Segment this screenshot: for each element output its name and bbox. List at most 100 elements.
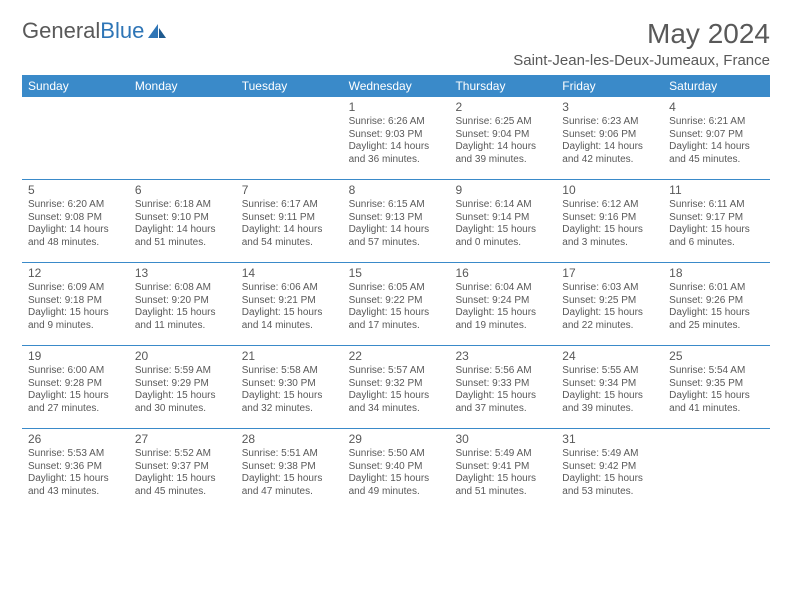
sunrise-line: Sunrise: 5:49 AM	[455, 448, 550, 461]
sunset-line: Sunset: 9:20 PM	[135, 295, 230, 308]
calendar: SundayMondayTuesdayWednesdayThursdayFrid…	[22, 75, 770, 511]
daylight-line: Daylight: 15 hours and 39 minutes.	[562, 390, 657, 415]
day-cell: 14Sunrise: 6:06 AMSunset: 9:21 PMDayligh…	[236, 263, 343, 345]
daylight-line: Daylight: 14 hours and 48 minutes.	[28, 224, 123, 249]
day-number: 30	[455, 432, 550, 447]
sunset-line: Sunset: 9:18 PM	[28, 295, 123, 308]
week-row: 26Sunrise: 5:53 AMSunset: 9:36 PMDayligh…	[22, 429, 770, 511]
sunset-line: Sunset: 9:22 PM	[349, 295, 444, 308]
day-cell: 17Sunrise: 6:03 AMSunset: 9:25 PMDayligh…	[556, 263, 663, 345]
day-header-cell: Monday	[129, 75, 236, 97]
sunrise-line: Sunrise: 6:20 AM	[28, 199, 123, 212]
sunrise-line: Sunrise: 6:14 AM	[455, 199, 550, 212]
sunrise-line: Sunrise: 5:55 AM	[562, 365, 657, 378]
day-number: 8	[349, 183, 444, 198]
day-cell: 20Sunrise: 5:59 AMSunset: 9:29 PMDayligh…	[129, 346, 236, 428]
day-number: 9	[455, 183, 550, 198]
daylight-line: Daylight: 15 hours and 43 minutes.	[28, 473, 123, 498]
day-cell: 24Sunrise: 5:55 AMSunset: 9:34 PMDayligh…	[556, 346, 663, 428]
daylight-line: Daylight: 14 hours and 36 minutes.	[349, 141, 444, 166]
day-cell: 27Sunrise: 5:52 AMSunset: 9:37 PMDayligh…	[129, 429, 236, 511]
day-cell	[236, 97, 343, 179]
daylight-line: Daylight: 15 hours and 19 minutes.	[455, 307, 550, 332]
sunset-line: Sunset: 9:36 PM	[28, 461, 123, 474]
daylight-line: Daylight: 15 hours and 3 minutes.	[562, 224, 657, 249]
sunset-line: Sunset: 9:04 PM	[455, 129, 550, 142]
sunrise-line: Sunrise: 6:11 AM	[669, 199, 764, 212]
daylight-line: Daylight: 15 hours and 9 minutes.	[28, 307, 123, 332]
week-row: 19Sunrise: 6:00 AMSunset: 9:28 PMDayligh…	[22, 346, 770, 429]
day-number: 2	[455, 100, 550, 115]
day-header-cell: Sunday	[22, 75, 129, 97]
daylight-line: Daylight: 15 hours and 25 minutes.	[669, 307, 764, 332]
daylight-line: Daylight: 15 hours and 51 minutes.	[455, 473, 550, 498]
day-cell: 26Sunrise: 5:53 AMSunset: 9:36 PMDayligh…	[22, 429, 129, 511]
title-block: May 2024 Saint-Jean-les-Deux-Jumeaux, Fr…	[513, 18, 770, 69]
sunset-line: Sunset: 9:17 PM	[669, 212, 764, 225]
sunset-line: Sunset: 9:42 PM	[562, 461, 657, 474]
daylight-line: Daylight: 15 hours and 17 minutes.	[349, 307, 444, 332]
sunset-line: Sunset: 9:08 PM	[28, 212, 123, 225]
day-cell: 23Sunrise: 5:56 AMSunset: 9:33 PMDayligh…	[449, 346, 556, 428]
day-cell: 28Sunrise: 5:51 AMSunset: 9:38 PMDayligh…	[236, 429, 343, 511]
day-number: 3	[562, 100, 657, 115]
daylight-line: Daylight: 15 hours and 37 minutes.	[455, 390, 550, 415]
day-cell: 25Sunrise: 5:54 AMSunset: 9:35 PMDayligh…	[663, 346, 770, 428]
day-cell: 6Sunrise: 6:18 AMSunset: 9:10 PMDaylight…	[129, 180, 236, 262]
daylight-line: Daylight: 15 hours and 27 minutes.	[28, 390, 123, 415]
sunset-line: Sunset: 9:26 PM	[669, 295, 764, 308]
day-cell: 16Sunrise: 6:04 AMSunset: 9:24 PMDayligh…	[449, 263, 556, 345]
day-cell: 30Sunrise: 5:49 AMSunset: 9:41 PMDayligh…	[449, 429, 556, 511]
day-number: 19	[28, 349, 123, 364]
daylight-line: Daylight: 15 hours and 22 minutes.	[562, 307, 657, 332]
sunrise-line: Sunrise: 6:01 AM	[669, 282, 764, 295]
sunset-line: Sunset: 9:28 PM	[28, 378, 123, 391]
day-cell: 3Sunrise: 6:23 AMSunset: 9:06 PMDaylight…	[556, 97, 663, 179]
day-cell: 5Sunrise: 6:20 AMSunset: 9:08 PMDaylight…	[22, 180, 129, 262]
sunrise-line: Sunrise: 5:51 AM	[242, 448, 337, 461]
sunset-line: Sunset: 9:41 PM	[455, 461, 550, 474]
day-cell	[663, 429, 770, 511]
day-header-cell: Wednesday	[343, 75, 450, 97]
sunset-line: Sunset: 9:25 PM	[562, 295, 657, 308]
day-cell: 11Sunrise: 6:11 AMSunset: 9:17 PMDayligh…	[663, 180, 770, 262]
sunrise-line: Sunrise: 5:56 AM	[455, 365, 550, 378]
sunrise-line: Sunrise: 5:54 AM	[669, 365, 764, 378]
logo: GeneralBlue	[22, 18, 168, 44]
daylight-line: Daylight: 14 hours and 45 minutes.	[669, 141, 764, 166]
sunrise-line: Sunrise: 6:12 AM	[562, 199, 657, 212]
day-number: 24	[562, 349, 657, 364]
day-cell: 8Sunrise: 6:15 AMSunset: 9:13 PMDaylight…	[343, 180, 450, 262]
sunrise-line: Sunrise: 6:00 AM	[28, 365, 123, 378]
sunset-line: Sunset: 9:21 PM	[242, 295, 337, 308]
sunset-line: Sunset: 9:40 PM	[349, 461, 444, 474]
sunrise-line: Sunrise: 6:06 AM	[242, 282, 337, 295]
sunset-line: Sunset: 9:13 PM	[349, 212, 444, 225]
day-cell: 1Sunrise: 6:26 AMSunset: 9:03 PMDaylight…	[343, 97, 450, 179]
sunrise-line: Sunrise: 5:59 AM	[135, 365, 230, 378]
sunset-line: Sunset: 9:06 PM	[562, 129, 657, 142]
day-number: 18	[669, 266, 764, 281]
day-number: 23	[455, 349, 550, 364]
sunset-line: Sunset: 9:35 PM	[669, 378, 764, 391]
day-number: 25	[669, 349, 764, 364]
day-cell: 22Sunrise: 5:57 AMSunset: 9:32 PMDayligh…	[343, 346, 450, 428]
sunset-line: Sunset: 9:16 PM	[562, 212, 657, 225]
sunset-line: Sunset: 9:37 PM	[135, 461, 230, 474]
day-number: 11	[669, 183, 764, 198]
day-number: 12	[28, 266, 123, 281]
day-number: 27	[135, 432, 230, 447]
day-header-cell: Saturday	[663, 75, 770, 97]
day-number: 4	[669, 100, 764, 115]
location: Saint-Jean-les-Deux-Jumeaux, France	[513, 52, 770, 69]
logo-text-blue: Blue	[100, 18, 144, 44]
week-row: 12Sunrise: 6:09 AMSunset: 9:18 PMDayligh…	[22, 263, 770, 346]
sunset-line: Sunset: 9:34 PM	[562, 378, 657, 391]
sunrise-line: Sunrise: 6:09 AM	[28, 282, 123, 295]
sunrise-line: Sunrise: 5:57 AM	[349, 365, 444, 378]
daylight-line: Daylight: 15 hours and 11 minutes.	[135, 307, 230, 332]
day-cell: 19Sunrise: 6:00 AMSunset: 9:28 PMDayligh…	[22, 346, 129, 428]
day-cell: 10Sunrise: 6:12 AMSunset: 9:16 PMDayligh…	[556, 180, 663, 262]
sunset-line: Sunset: 9:14 PM	[455, 212, 550, 225]
sunrise-line: Sunrise: 6:15 AM	[349, 199, 444, 212]
